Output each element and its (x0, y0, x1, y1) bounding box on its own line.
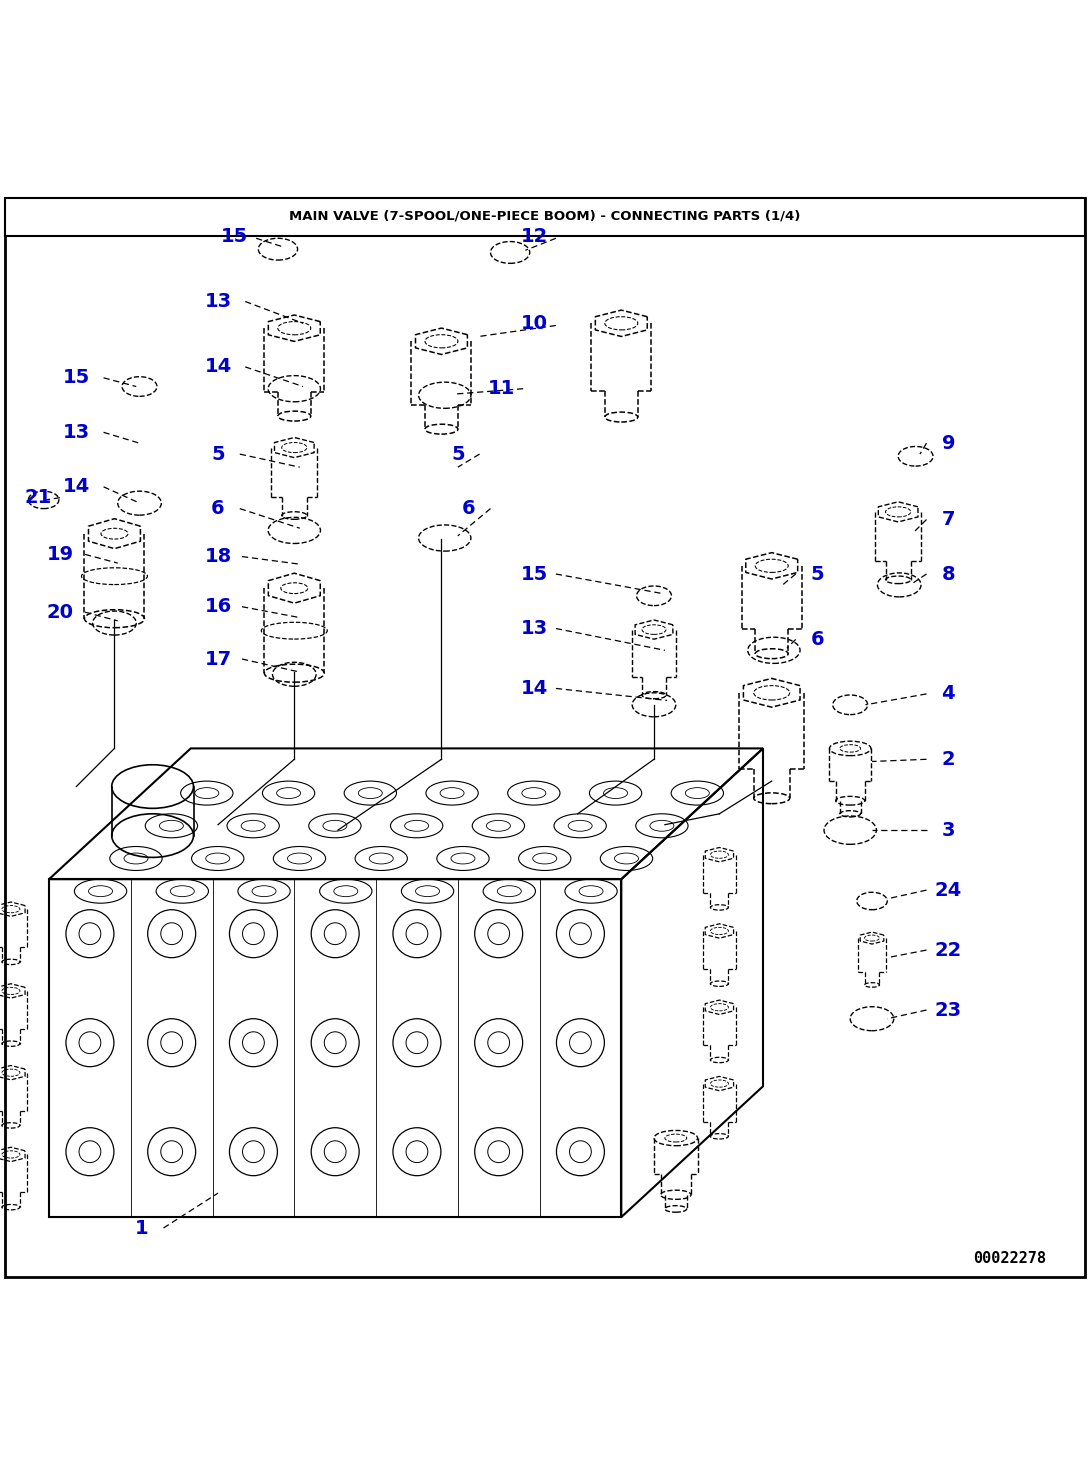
Text: 14: 14 (205, 357, 232, 376)
Text: 10: 10 (521, 314, 547, 333)
Text: 4: 4 (942, 684, 955, 704)
Text: 24: 24 (935, 881, 962, 900)
Text: 13: 13 (521, 620, 547, 639)
Text: MAIN VALVE (7-SPOOL/ONE-PIECE BOOM) - CONNECTING PARTS (1/4): MAIN VALVE (7-SPOOL/ONE-PIECE BOOM) - CO… (289, 209, 801, 223)
Text: 14: 14 (63, 478, 90, 496)
Text: 2: 2 (942, 749, 955, 768)
Text: 17: 17 (205, 649, 231, 668)
Bar (5, 198, 1085, 236)
Text: 13: 13 (205, 292, 231, 311)
Text: 21: 21 (25, 488, 52, 507)
Text: 12: 12 (521, 227, 548, 246)
Text: 15: 15 (521, 565, 548, 584)
Text: 7: 7 (942, 510, 955, 530)
Text: 5: 5 (811, 565, 824, 584)
Text: 6: 6 (462, 499, 475, 518)
Text: 1: 1 (135, 1218, 148, 1238)
Text: 8: 8 (942, 565, 955, 584)
Text: 19: 19 (47, 544, 73, 563)
Text: 20: 20 (47, 603, 73, 621)
Text: 5: 5 (451, 444, 464, 463)
Text: 23: 23 (935, 1000, 961, 1019)
Text: 14: 14 (521, 678, 548, 698)
Text: 15: 15 (63, 369, 90, 388)
Text: 5: 5 (211, 444, 225, 463)
Text: 18: 18 (205, 547, 232, 566)
Text: 00022278: 00022278 (973, 1251, 1046, 1266)
Text: 22: 22 (935, 941, 962, 960)
Text: 11: 11 (488, 379, 516, 398)
Text: 6: 6 (811, 630, 824, 649)
Text: 16: 16 (205, 597, 232, 617)
Text: 6: 6 (211, 499, 225, 518)
Text: 3: 3 (942, 820, 955, 839)
Text: 13: 13 (63, 423, 89, 442)
Text: 9: 9 (942, 434, 955, 453)
Text: 15: 15 (220, 227, 249, 246)
